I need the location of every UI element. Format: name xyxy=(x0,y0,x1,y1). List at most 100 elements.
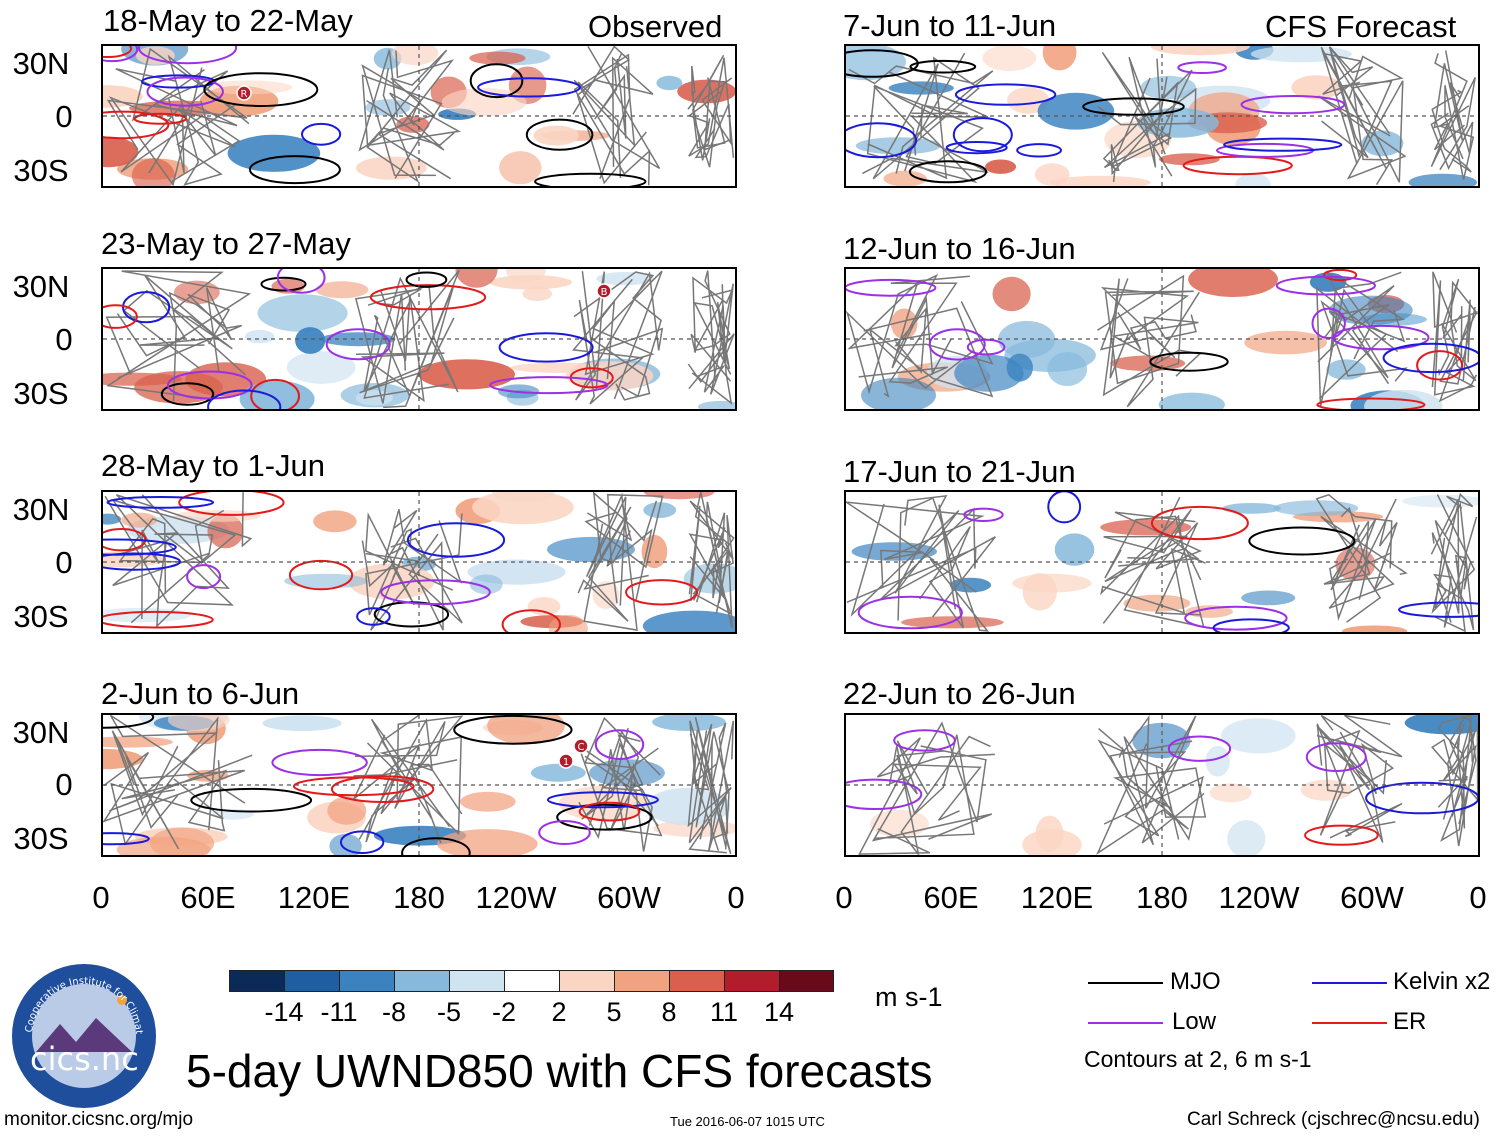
wind-anomaly-shade xyxy=(1158,153,1220,166)
lat-label-30s-row1: 30S xyxy=(13,153,69,188)
lon-label-right-60e: 60E xyxy=(923,880,979,915)
coastline xyxy=(688,527,728,602)
coastline xyxy=(359,285,455,409)
lon-label-left-120w: 120W xyxy=(475,880,557,915)
filtered-wind-contour xyxy=(453,715,573,745)
filtered-wind-contour xyxy=(1322,269,1358,282)
coastline xyxy=(1438,278,1463,377)
coastline xyxy=(119,494,231,628)
filtered-wind-contour xyxy=(356,607,391,626)
filtered-wind-contour xyxy=(952,117,1013,153)
coastline xyxy=(115,68,238,174)
filtered-wind-contour xyxy=(103,610,214,629)
wind-anomaly-shade xyxy=(642,610,735,632)
coastline xyxy=(575,271,664,401)
wind-anomaly-shade xyxy=(846,46,906,81)
observed-header: Observed xyxy=(588,9,723,44)
wind-anomaly-shade xyxy=(985,159,1017,174)
coastline xyxy=(1316,725,1387,843)
wind-anomaly-shade xyxy=(1209,783,1252,803)
wind-anomaly-shade xyxy=(134,371,223,404)
coastline xyxy=(1104,496,1205,629)
coastline xyxy=(1102,508,1192,624)
map-graphic xyxy=(103,492,735,632)
filtered-wind-contour xyxy=(190,787,313,813)
coastline xyxy=(687,730,732,844)
coastline xyxy=(847,280,952,376)
coastline xyxy=(167,54,250,186)
wind-anomaly-shade xyxy=(167,715,230,731)
map-graphic xyxy=(846,269,1478,409)
filtered-wind-contour xyxy=(325,328,391,361)
lat-label-30s-row4: 30S xyxy=(13,821,69,856)
storm-marker-label: B xyxy=(601,287,608,298)
filtered-wind-contour xyxy=(1248,526,1356,556)
wind-anomaly-shade xyxy=(499,151,542,185)
wind-anomaly-shade xyxy=(1291,75,1342,100)
wind-anomaly-shade xyxy=(227,134,321,172)
map-panel-forecast-4 xyxy=(844,713,1480,857)
filtered-wind-contour xyxy=(893,729,956,752)
wind-anomaly-shade xyxy=(487,715,565,745)
filtered-wind-contour xyxy=(1305,742,1367,772)
wind-anomaly-shade xyxy=(652,715,726,731)
map-graphic xyxy=(846,46,1478,186)
coastline xyxy=(1097,87,1197,169)
legend-line-low xyxy=(1088,1022,1163,1024)
coastline xyxy=(687,54,726,149)
coastline xyxy=(1114,511,1202,616)
filtered-wind-contour xyxy=(288,559,354,591)
filtered-wind-contour xyxy=(966,338,1006,356)
colorbar-tick-3: -8 xyxy=(381,997,406,1027)
wind-anomaly-shade xyxy=(460,791,516,812)
coastline xyxy=(1329,802,1403,839)
coastline xyxy=(846,507,996,618)
main-title: 5-day UWND850 with CFS forecasts xyxy=(186,1045,933,1097)
filtered-wind-contour xyxy=(167,370,253,400)
filtered-wind-contour xyxy=(103,538,177,556)
wind-anomaly-shade xyxy=(116,836,211,855)
map-graphic: R xyxy=(103,46,735,186)
wind-anomaly-shade xyxy=(1150,46,1250,56)
coastline xyxy=(894,301,994,374)
storm-marker xyxy=(236,85,252,101)
wind-anomaly-shade xyxy=(982,46,1037,72)
lon-label-left-0: 0 xyxy=(92,880,110,915)
coastline xyxy=(105,270,252,401)
filtered-wind-contour xyxy=(405,271,448,288)
filtered-wind-contour xyxy=(160,382,215,406)
legend-line-er xyxy=(1312,1022,1387,1024)
lat-label-30n-row2: 30N xyxy=(12,269,70,304)
coastline xyxy=(587,504,653,602)
filtered-wind-contour xyxy=(1184,605,1288,631)
colorbar-bin-11 xyxy=(779,970,834,992)
filtered-wind-contour xyxy=(178,492,285,516)
coastline xyxy=(1431,492,1476,614)
filtered-wind-contour xyxy=(106,495,215,509)
filtered-wind-contour xyxy=(1167,735,1232,762)
filtered-wind-contour xyxy=(1365,781,1478,815)
coastline xyxy=(866,71,989,184)
coastline xyxy=(370,540,444,631)
lat-label-30s-row3: 30S xyxy=(13,599,69,634)
filtered-wind-contour xyxy=(369,284,487,311)
coastline xyxy=(104,492,253,606)
coastline xyxy=(1431,280,1476,396)
colorbar-tick-2: -11 xyxy=(320,997,358,1027)
panel-title-observed-4: 2-Jun to 6-Jun xyxy=(101,676,300,711)
legend-label-low: Low xyxy=(1172,1008,1217,1035)
colorbar-bin-7 xyxy=(559,970,615,992)
wind-anomaly-shade xyxy=(998,320,1056,358)
colorbar-tick-5: -2 xyxy=(491,997,516,1027)
coastline xyxy=(365,533,463,624)
filtered-wind-contour xyxy=(248,155,341,185)
filtered-wind-contour xyxy=(1212,618,1290,632)
wind-anomaly-shade xyxy=(313,510,357,533)
legend-label-kelvin: Kelvin x2 xyxy=(1393,968,1491,995)
wind-anomaly-shade xyxy=(327,796,367,825)
filtered-wind-contour xyxy=(846,778,923,810)
filtered-wind-contour xyxy=(103,110,170,140)
wind-anomaly-shade xyxy=(207,514,244,549)
coastline xyxy=(1430,53,1476,171)
legend-line-mjo xyxy=(1088,982,1163,984)
